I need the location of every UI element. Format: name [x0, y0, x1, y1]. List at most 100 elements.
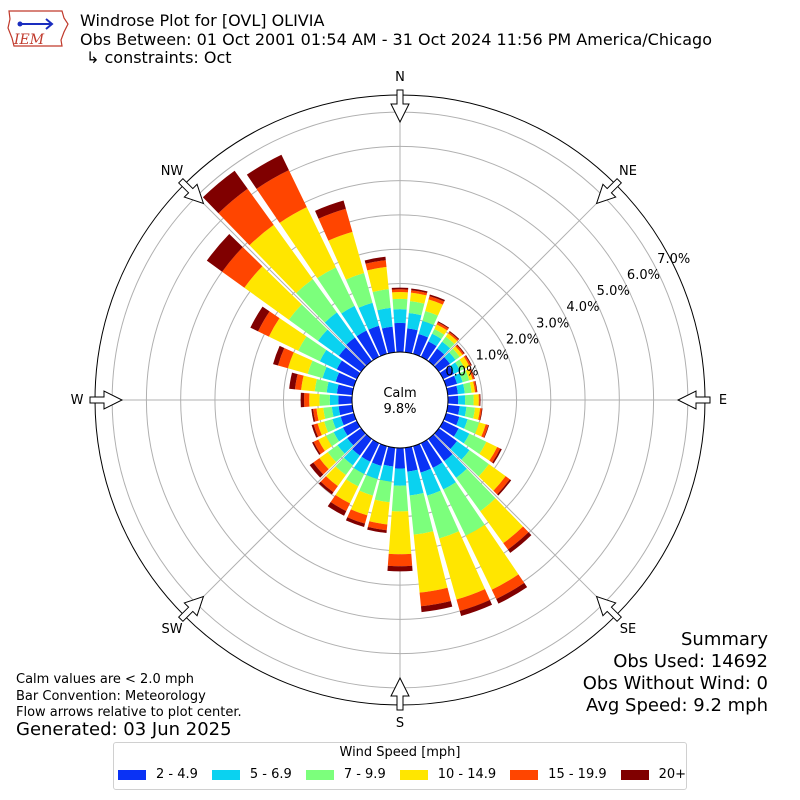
summary-obs-used: Obs Used: 14692: [613, 651, 768, 672]
constraints: ↳ constraints: Oct: [86, 48, 232, 67]
center-and-labels: Calm 9.8%: [351, 351, 449, 449]
windrose-bar-segment: [449, 348, 460, 360]
compass-arrow-icon: [177, 177, 205, 205]
windrose-bar-segment: [456, 384, 465, 395]
windrose-bar-segment: [318, 435, 332, 452]
windrose-bar-segment: [481, 424, 489, 438]
legend-label: 20+: [658, 767, 687, 782]
windrose-bar-segment: [322, 366, 340, 382]
iowa-outline-icon: [7, 10, 69, 47]
windrose-bar-segment: [443, 482, 485, 536]
radial-tick-label: 4.0%: [566, 300, 599, 315]
windrose-bar-segment: [473, 381, 477, 393]
windrose-bar-segment: [436, 322, 449, 331]
radial-tick-labels: 0.0%1.0% 2.0%3.0%4.0%5.0%6.0%7.0%: [445, 252, 690, 380]
legend-swatch: [510, 769, 539, 780]
windrose-bar-segment: [391, 287, 409, 290]
compass-label: E: [719, 393, 727, 408]
windrose-bar-segment: [434, 324, 448, 335]
windrose-bar-segment: [444, 454, 467, 478]
legend-item: 5 - 6.9: [211, 767, 292, 782]
windrose-bar-segment: [473, 394, 479, 406]
windrose-bar-segment: [492, 448, 502, 464]
windrose-bar-segment: [444, 352, 456, 364]
windrose-bar-segment: [483, 425, 490, 438]
compass-label: SW: [161, 622, 182, 637]
windrose-bar-segment: [365, 260, 387, 271]
windrose-bar-segment: [408, 301, 425, 316]
radial-tick-label: 6.0%: [627, 268, 660, 283]
windrose-bar-segment: [347, 428, 366, 446]
windrose-bar-segment: [324, 312, 355, 345]
windrose-bar-segment: [296, 279, 337, 323]
chart-title: Windrose Plot for [OVL] OLIVIA: [80, 11, 325, 30]
windrose-bar-segment: [409, 493, 434, 535]
windrose-bar-segment: [464, 394, 474, 406]
windrose-bar-segment: [470, 368, 475, 379]
windrose-bar-segment: [289, 372, 298, 390]
windrose-bar-segment: [427, 490, 460, 539]
windrose-bar-segment: [338, 395, 353, 405]
windrose-bar-segment: [367, 267, 389, 293]
windrose-bar-segment: [317, 421, 329, 436]
windrose-bar-segment: [439, 420, 459, 437]
compass-label: W: [71, 393, 84, 408]
windrose-bar-segment: [312, 441, 321, 455]
windrose-bar-segment: [445, 333, 458, 344]
windrose-bar-segment: [479, 408, 483, 421]
windrose-bar-segment: [319, 394, 330, 406]
windrose-bar-segment: [465, 355, 472, 366]
legend-items: 2 - 4.9 5 - 6.9 7 - 9.9 10 - 14.9 15 - 1…: [118, 767, 700, 782]
windrose-bar-segment: [468, 368, 475, 380]
windrose-bar-segment: [311, 408, 316, 422]
windrose-bar-segment: [222, 247, 263, 288]
calm-label: Calm: [383, 386, 416, 401]
windrose-bar-segment: [407, 313, 422, 331]
windrose-bar-segment: [456, 468, 496, 512]
windrose-bar-segment: [327, 445, 345, 463]
windrose-bar-segment: [342, 420, 361, 436]
calm-note: Calm values are < 2.0 mph: [16, 672, 195, 687]
windrose-bar-segment: [328, 231, 365, 280]
windrose-bar-segment: [407, 469, 424, 496]
windrose-bar-segment: [258, 311, 280, 337]
logo-text: IEM: [13, 32, 45, 48]
windrose-bar-segment: [497, 479, 512, 496]
windrose-bar-segment: [391, 289, 409, 293]
windrose-bar-segment: [439, 531, 485, 600]
windrose-bars: [202, 154, 532, 616]
windrose-bar-segment: [448, 331, 459, 342]
windrose-bar-segment: [318, 481, 334, 495]
windrose-bar-segment: [371, 443, 387, 466]
windrose-bar-segment: [394, 322, 406, 353]
obs-between: Obs Between: 01 Oct 2001 01:54 AM - 31 O…: [80, 30, 712, 49]
windrose-bar-segment: [336, 384, 354, 396]
windrose-bar-segment: [337, 438, 354, 454]
windrose-bar-segment: [391, 485, 409, 512]
windrose-bar-segment: [475, 422, 486, 437]
windrose-bar-segment: [345, 517, 366, 527]
windrose-bar-segment: [218, 188, 274, 246]
bar-convention-note: Bar Convention: Meteorology: [16, 689, 206, 704]
windrose-bar-segment: [381, 326, 396, 354]
windrose-bar-segment: [330, 494, 351, 512]
windrose-bar-segment: [367, 521, 388, 531]
windrose-bar-segment: [352, 434, 372, 456]
windrose-bar-segment: [474, 380, 478, 393]
legend-item: 2 - 4.9: [118, 767, 198, 782]
windrose-bar-segment: [346, 337, 372, 366]
windrose-bar-segment: [464, 419, 480, 434]
windrose-bar-segment: [420, 439, 443, 468]
legend-item: 15 - 19.9: [510, 767, 607, 782]
windrose-bar-segment: [420, 601, 453, 613]
windrose-bar-segment: [336, 360, 361, 380]
windrose-bar-segment: [456, 344, 465, 354]
compass-label: NE: [619, 164, 637, 179]
windrose-bar-segment: [318, 208, 353, 241]
windrose-bar-segment: [340, 413, 357, 426]
windrose-bar-segment: [315, 200, 346, 219]
windrose-bar-segment: [404, 446, 418, 472]
legend-title: Wind Speed [mph]: [339, 745, 461, 760]
windrose-bar-segment: [300, 392, 305, 408]
